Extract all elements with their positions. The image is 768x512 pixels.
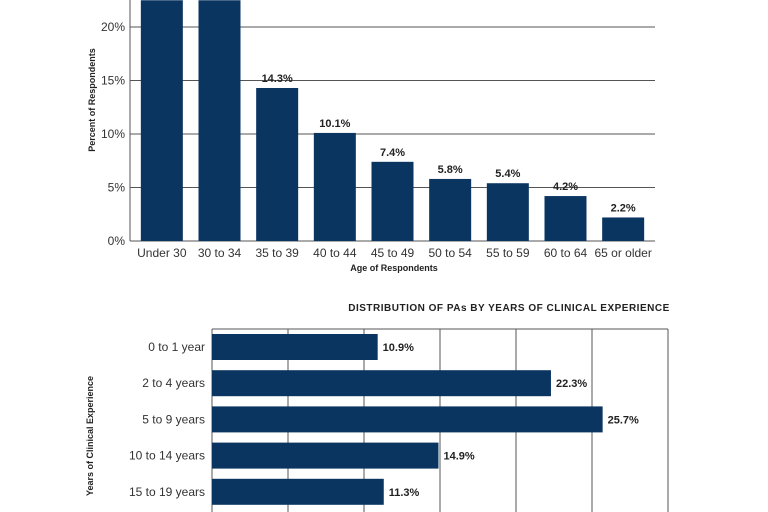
- bar: [371, 161, 414, 241]
- x-axis-title: Age of Respondents: [350, 263, 438, 273]
- data-label: 25.7%: [608, 414, 639, 426]
- data-label: 22.3%: [556, 378, 587, 390]
- bar: [544, 196, 587, 241]
- x-tick-label: 45 to 49: [371, 246, 415, 260]
- data-label: 14.3%: [262, 73, 293, 85]
- y-tick-label: 15%: [101, 74, 125, 88]
- data-label: 10.1%: [319, 118, 350, 130]
- y-tick-label: 20%: [101, 20, 125, 34]
- data-label: 2.2%: [611, 202, 636, 214]
- x-tick-label: 40 to 44: [313, 246, 357, 260]
- y-tick-label: 5 to 9 years: [142, 412, 205, 426]
- bar: [212, 478, 384, 505]
- x-tick-label: 65 or older: [594, 246, 651, 260]
- bar: [429, 178, 472, 241]
- y-tick-label: 5%: [108, 181, 126, 195]
- data-label: 7.4%: [380, 147, 405, 159]
- y-tick-label: 0%: [108, 234, 126, 248]
- bar: [198, 0, 241, 241]
- x-tick-label: 35 to 39: [255, 246, 299, 260]
- bar: [212, 334, 378, 360]
- x-tick-label: Under 30: [137, 246, 187, 260]
- data-label: 11.3%: [389, 487, 420, 499]
- y-tick-label: 2 to 4 years: [142, 376, 205, 390]
- bar: [212, 370, 551, 397]
- data-label: 5.4%: [495, 168, 520, 180]
- data-label: 14.9%: [443, 451, 474, 463]
- bar: [212, 406, 603, 433]
- data-label: 4.2%: [553, 181, 578, 193]
- x-tick-label: 30 to 34: [198, 246, 242, 260]
- bar: [140, 0, 183, 241]
- y-axis-title: Percent of Respondents: [87, 48, 97, 152]
- y-axis-title: Years of Clinical Experience: [85, 376, 95, 496]
- y-tick-label: 15 to 19 years: [129, 485, 205, 499]
- x-tick-label: 60 to 64: [544, 246, 588, 260]
- data-label: 10.9%: [383, 342, 414, 354]
- y-tick-label: 0 to 1 year: [148, 340, 205, 354]
- y-tick-label: 10%: [101, 127, 125, 141]
- data-label: 5.8%: [438, 164, 463, 176]
- bar: [486, 183, 529, 241]
- bar: [256, 87, 299, 242]
- bar: [602, 217, 645, 241]
- y-tick-label: 10 to 14 years: [129, 449, 205, 463]
- chart-title: DISTRIBUTION OF PAs BY YEARS OF CLINICAL…: [348, 303, 669, 314]
- x-tick-label: 55 to 59: [486, 246, 530, 260]
- x-tick-label: 50 to 54: [428, 246, 472, 260]
- bar: [313, 132, 356, 241]
- bar: [212, 442, 439, 469]
